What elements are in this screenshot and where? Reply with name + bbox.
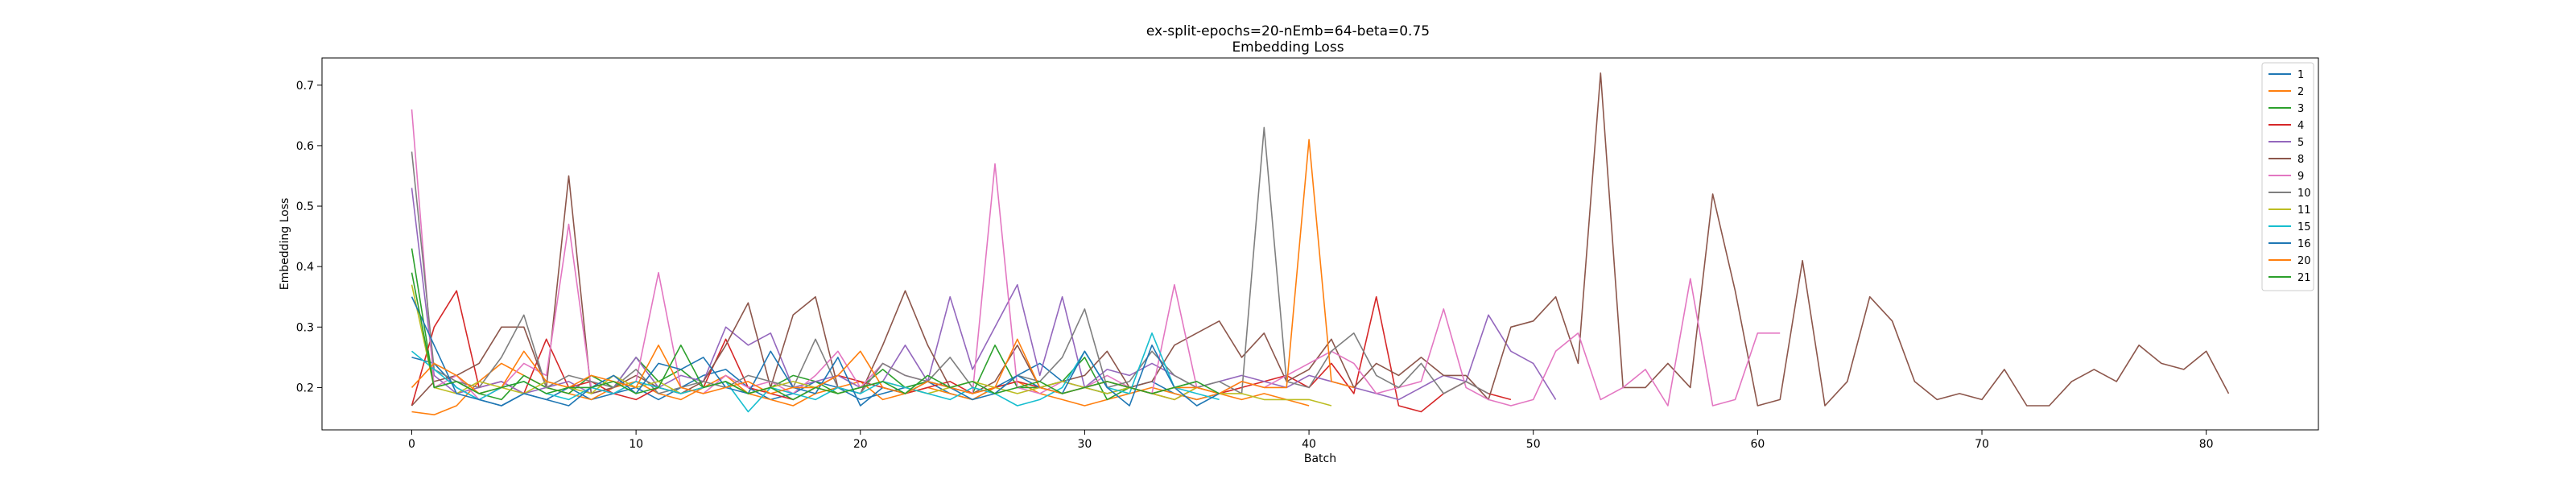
series-line-21	[411, 272, 1220, 401]
series-line-4	[411, 290, 1512, 413]
y-tick-label: 0.4	[296, 261, 314, 274]
x-axis: 0 10 20 30 40 50 60 70 80	[408, 430, 2214, 451]
legend-label-1: 1	[2297, 69, 2304, 81]
y-tick-label: 0.7	[296, 80, 314, 93]
series-layer	[411, 72, 2230, 416]
x-axis-label: Batch	[1304, 452, 1336, 465]
y-tick-label: 0.3	[296, 321, 314, 334]
legend-box	[2261, 62, 2314, 291]
series-line-16	[411, 296, 1220, 407]
y-axis-label: Embedding Loss	[279, 198, 291, 291]
series-line-10	[411, 126, 1489, 394]
legend: 1 2 3 4 5 8 9 10 11 15 16 20 21	[2261, 62, 2314, 291]
x-tick-label: 70	[1975, 438, 1989, 451]
legend-label-10: 10	[2297, 188, 2311, 200]
legend-label-21: 21	[2297, 272, 2311, 284]
legend-label-16: 16	[2297, 238, 2311, 250]
legend-label-15: 15	[2297, 221, 2311, 233]
legend-label-3: 3	[2297, 103, 2304, 115]
y-tick-label: 0.6	[296, 140, 314, 153]
legend-label-4: 4	[2297, 120, 2304, 132]
x-tick-label: 20	[853, 438, 868, 451]
x-tick-label: 80	[2199, 438, 2214, 451]
y-tick-label: 0.2	[296, 382, 314, 394]
series-line-3	[411, 248, 1197, 401]
y-tick-label: 0.5	[296, 200, 314, 213]
series-line-20	[411, 138, 1355, 394]
y-axis: 0.2 0.3 0.4 0.5 0.6 0.7	[296, 80, 322, 394]
legend-label-2: 2	[2297, 86, 2304, 98]
series-line-8	[411, 72, 2230, 407]
x-tick-label: 0	[408, 438, 415, 451]
legend-label-9: 9	[2297, 171, 2304, 183]
x-tick-label: 60	[1750, 438, 1765, 451]
x-tick-label: 30	[1078, 438, 1092, 451]
series-line-9	[411, 109, 1781, 407]
legend-label-11: 11	[2297, 204, 2311, 217]
chart-subtitle: Embedding Loss	[1232, 39, 1344, 56]
x-tick-label: 40	[1302, 438, 1316, 451]
x-tick-label: 50	[1526, 438, 1541, 451]
legend-label-5: 5	[2297, 137, 2304, 149]
legend-label-20: 20	[2297, 255, 2311, 267]
legend-label-8: 8	[2297, 154, 2304, 166]
x-tick-label: 10	[629, 438, 643, 451]
chart-title: ex-split-epochs=20-nEmb=64-beta=0.75	[1146, 23, 1430, 39]
plot-area	[321, 57, 2319, 431]
series-line-2	[411, 362, 1310, 416]
